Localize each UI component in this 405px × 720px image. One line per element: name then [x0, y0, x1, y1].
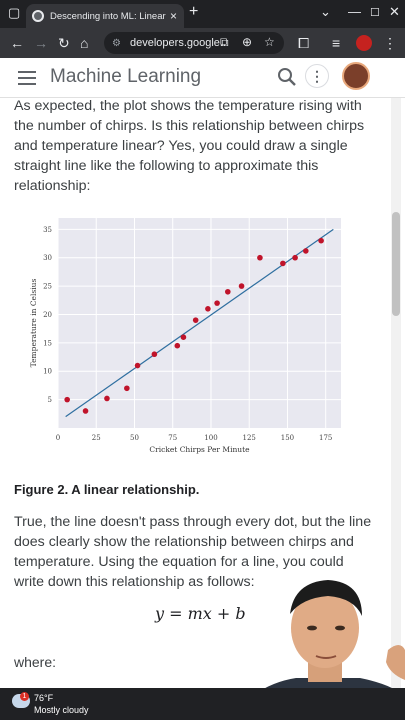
browser-tab[interactable]: Descending into ML: Linear Reg ×	[26, 4, 184, 28]
minimize-icon[interactable]: —	[348, 4, 361, 19]
user-avatar[interactable]	[342, 62, 370, 90]
data-point	[64, 396, 70, 403]
profile-avatar[interactable]	[356, 35, 372, 51]
data-point	[214, 300, 220, 306]
zoom-icon[interactable]: ⊕	[242, 35, 253, 49]
data-point	[292, 254, 298, 261]
y-tick-label: 20	[43, 311, 52, 319]
data-point	[151, 351, 158, 358]
os-taskbar: 1 76°F Mostly cloudy	[0, 688, 405, 720]
data-point	[205, 306, 211, 312]
more-vertical-icon[interactable]: ⋮	[305, 64, 329, 88]
x-tick-label: 0	[56, 434, 60, 442]
browser-menu-icon[interactable]: ⋮	[383, 35, 397, 51]
y-tick-label: 25	[43, 283, 52, 291]
data-point	[225, 288, 231, 295]
fit-line	[65, 228, 334, 418]
scatter-chart: 0 25 50 75 100 125 150 175 5 10 15 20 25 30 35 Cricket …	[28, 214, 348, 458]
data-point	[82, 408, 89, 414]
data-point	[303, 248, 309, 254]
page-scrollbar-track[interactable]	[391, 98, 401, 698]
x-tick-label: 100	[204, 434, 217, 442]
search-icon[interactable]	[276, 66, 298, 88]
page-scrollbar-thumb[interactable]	[392, 212, 400, 316]
y-tick-label: 35	[43, 226, 52, 234]
home-icon[interactable]: ⌂	[80, 35, 89, 51]
where-label: where:	[14, 654, 57, 670]
new-tab-icon[interactable]: +	[189, 3, 199, 20]
y-tick-label: 30	[43, 254, 52, 262]
data-point	[257, 254, 263, 261]
address-bar[interactable]: ⚙ developers.google.... ⧉ ⊕ ☆	[104, 32, 284, 54]
y-tick-label: 5	[48, 396, 52, 404]
hamburger-menu-icon[interactable]	[18, 71, 36, 85]
data-point	[104, 395, 110, 402]
maximize-icon[interactable]: ☐	[370, 7, 380, 19]
tab-close-icon[interactable]: ×	[170, 9, 178, 23]
data-point	[280, 260, 286, 267]
line-equation: y = mx + b	[155, 604, 246, 623]
weather-temperature[interactable]: 76°F	[34, 693, 54, 703]
back-arrow-icon[interactable]: ←	[10, 35, 24, 51]
window-close-icon[interactable]: ✕	[389, 4, 400, 19]
data-point	[238, 283, 245, 289]
y-tick-label: 10	[43, 368, 52, 376]
site-title[interactable]: Machine Learning	[50, 66, 202, 87]
x-axis-label: Cricket Chirps Per Minute	[149, 445, 250, 454]
browser-toolbar: ← → ↻ ⌂ ⚙ developers.google.... ⧉ ⊕ ☆ ⧠ …	[0, 28, 405, 58]
chart-svg: 0 25 50 75 100 125 150 175 5 10 15 20 25 30 35 Cricket …	[29, 218, 341, 454]
x-tick-label: 75	[168, 434, 177, 442]
y-axis-label: Temperature in Celsius	[29, 279, 38, 368]
data-point	[180, 334, 187, 340]
data-point	[134, 362, 141, 369]
data-point	[124, 385, 130, 392]
site-favicon-icon	[32, 10, 44, 22]
tab-search-icon[interactable]: ▢	[8, 5, 21, 20]
site-header: Machine Learning ⋮	[0, 58, 405, 98]
x-tick-label: 25	[92, 434, 101, 442]
intro-paragraph: As expected, the plot shows the temperat…	[14, 98, 365, 194]
article-content: As expected, the plot shows the temperat…	[14, 96, 374, 196]
x-tick-label: 175	[319, 434, 332, 442]
y-tick-label: 15	[43, 339, 52, 347]
weather-condition[interactable]: Mostly cloudy	[34, 705, 89, 715]
install-app-icon[interactable]: ⧉	[220, 35, 229, 49]
x-tick-label: 150	[281, 434, 294, 442]
data-point	[192, 317, 199, 323]
figure-caption: Figure 2. A linear relationship.	[14, 482, 200, 497]
browser-tab-bar: ▢ Descending into ML: Linear Reg × + ⌄ —…	[0, 0, 405, 28]
x-tick-label: 50	[130, 434, 139, 442]
tab-list-icon[interactable]: ⌄	[320, 4, 331, 19]
x-tick-label: 125	[243, 434, 256, 442]
url-text[interactable]: developers.google....	[130, 37, 226, 49]
bookmark-star-icon[interactable]: ☆	[264, 35, 275, 49]
data-point	[318, 237, 324, 244]
data-point	[174, 342, 181, 349]
media-icon[interactable]: ≡	[332, 35, 341, 51]
extensions-icon[interactable]: ⧠	[298, 35, 310, 51]
body-paragraph: True, the line doesn't pass through ever…	[14, 514, 372, 590]
forward-arrow-icon[interactable]: →	[34, 35, 48, 51]
tab-title: Descending into ML: Linear Reg	[50, 10, 166, 22]
weather-badge: 1	[20, 692, 29, 701]
reload-icon[interactable]: ↻	[58, 35, 70, 51]
site-info-icon[interactable]: ⚙	[112, 37, 121, 49]
